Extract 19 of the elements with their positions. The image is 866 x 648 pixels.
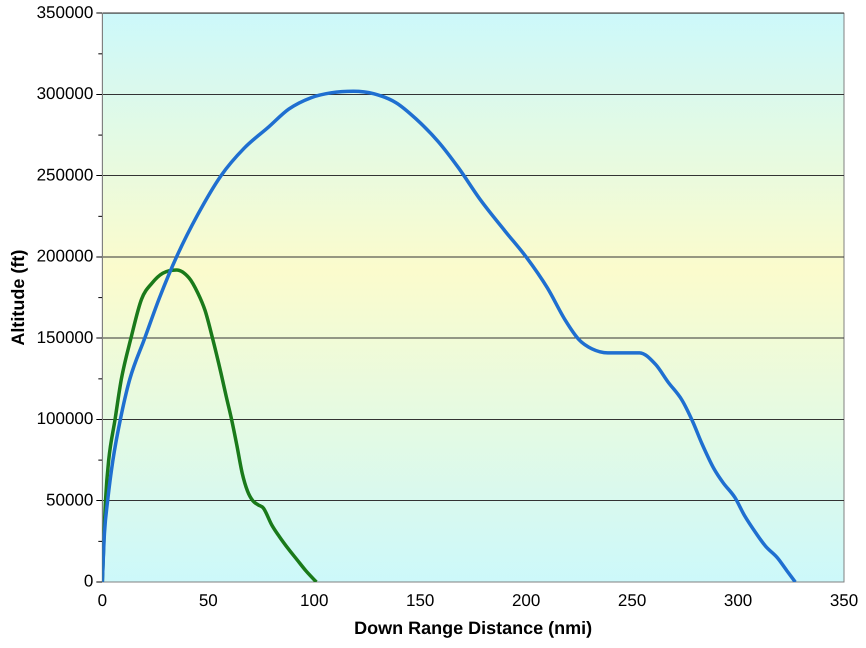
y-tick-label: 250000 [36, 165, 94, 184]
x-tick-label: 350 [830, 590, 858, 610]
x-tick-label: 0 [98, 590, 108, 610]
y-tick-label: 100000 [36, 409, 94, 428]
y-tick-label: 150000 [36, 328, 94, 347]
x-tick-label: 100 [300, 590, 328, 610]
y-tick-label: 50000 [46, 490, 94, 510]
x-tick-label: 200 [512, 590, 540, 610]
y-tick-label: 200000 [36, 246, 94, 266]
x-tick-label: 50 [198, 590, 218, 610]
x-axis-title: Down Range Distance (nmi) [354, 618, 592, 638]
line-series [102, 89, 798, 582]
x-tick-label: 300 [724, 590, 752, 610]
y-axis-title: Altitude (ft) [8, 250, 28, 346]
y-tick-label: 350000 [36, 2, 94, 22]
y-tick-label: 300000 [36, 84, 94, 104]
x-tick-label: 250 [618, 590, 646, 610]
y-tick-label: 0 [84, 572, 94, 591]
x-tick-label: 150 [406, 590, 434, 610]
